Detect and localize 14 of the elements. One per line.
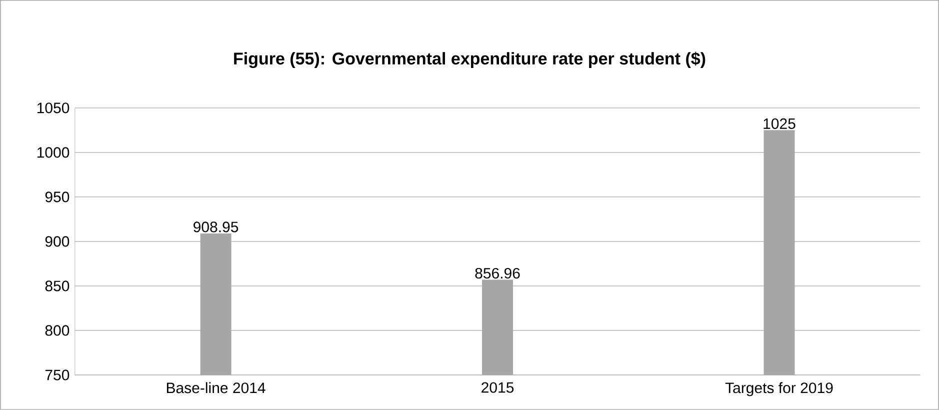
y-tick-label: 1050 — [37, 102, 70, 114]
data-label: 856.96 — [475, 268, 520, 279]
y-tick-label: 800 — [45, 325, 70, 336]
chart-title: Figure (55): Governmental expenditure rate per student ($) — [234, 52, 706, 68]
data-label: 1025 — [764, 118, 796, 130]
x-tick-label: Targets for 2019 — [725, 382, 833, 396]
y-tick-label: 1000 — [37, 147, 70, 158]
x-tick-label: 2015 — [482, 382, 514, 393]
y-tick-label: 750 — [45, 370, 70, 380]
y-tick-label: 850 — [45, 280, 70, 292]
x-tick-label: Base-line 2014 — [166, 382, 266, 394]
data-label: 908.95 — [194, 222, 238, 232]
y-tick-label: 900 — [45, 236, 70, 247]
y-tick-label: 950 — [45, 192, 70, 202]
